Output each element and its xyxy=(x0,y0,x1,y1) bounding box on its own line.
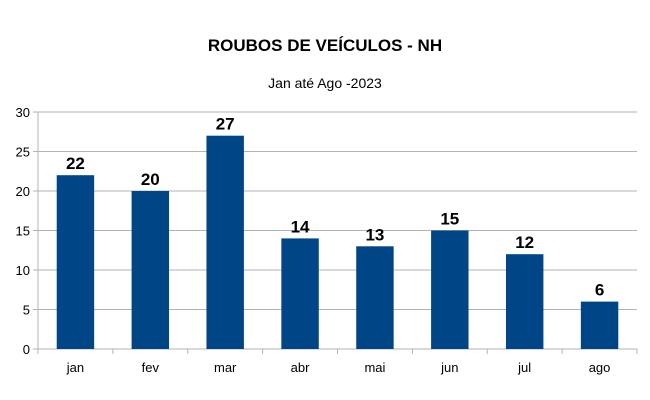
y-tick-label: 20 xyxy=(16,184,30,199)
data-label-jul: 12 xyxy=(515,233,534,252)
y-tick-label: 15 xyxy=(16,224,30,239)
bar-ago xyxy=(580,301,619,349)
data-label-ago: 6 xyxy=(595,281,604,300)
x-tick-label-jun: jun xyxy=(440,360,458,375)
bar-fev xyxy=(131,191,170,349)
data-label-fev: 20 xyxy=(141,170,160,189)
x-tick-label-mai: mai xyxy=(364,360,385,375)
bar-abr xyxy=(281,238,319,349)
bar-mar xyxy=(206,135,244,349)
x-tick-label-jan: jan xyxy=(66,360,84,375)
data-label-mar: 27 xyxy=(216,115,235,134)
bar-jan xyxy=(56,175,95,349)
y-tick-label: 25 xyxy=(16,145,30,160)
bar-jul xyxy=(505,254,544,349)
y-tick-label: 30 xyxy=(16,105,30,120)
x-tick-label-fev: fev xyxy=(142,360,160,375)
bar-jun xyxy=(431,230,469,349)
data-label-mai: 13 xyxy=(365,225,384,244)
x-tick-label-jul: jul xyxy=(517,360,531,375)
y-tick-label: 0 xyxy=(23,342,30,357)
x-tick-label-mar: mar xyxy=(214,360,237,375)
data-label-abr: 14 xyxy=(291,217,310,236)
data-label-jan: 22 xyxy=(66,154,85,173)
y-tick-label: 10 xyxy=(16,263,30,278)
bar-mai xyxy=(356,246,394,349)
data-label-jun: 15 xyxy=(440,210,459,229)
x-tick-label-ago: ago xyxy=(589,360,611,375)
chart-subtitle: Jan até Ago -2023 xyxy=(268,75,382,91)
y-tick-label: 5 xyxy=(23,303,30,318)
chart-title: ROUBOS DE VEÍCULOS - NH xyxy=(207,36,443,55)
x-tick-label-abr: abr xyxy=(291,360,310,375)
